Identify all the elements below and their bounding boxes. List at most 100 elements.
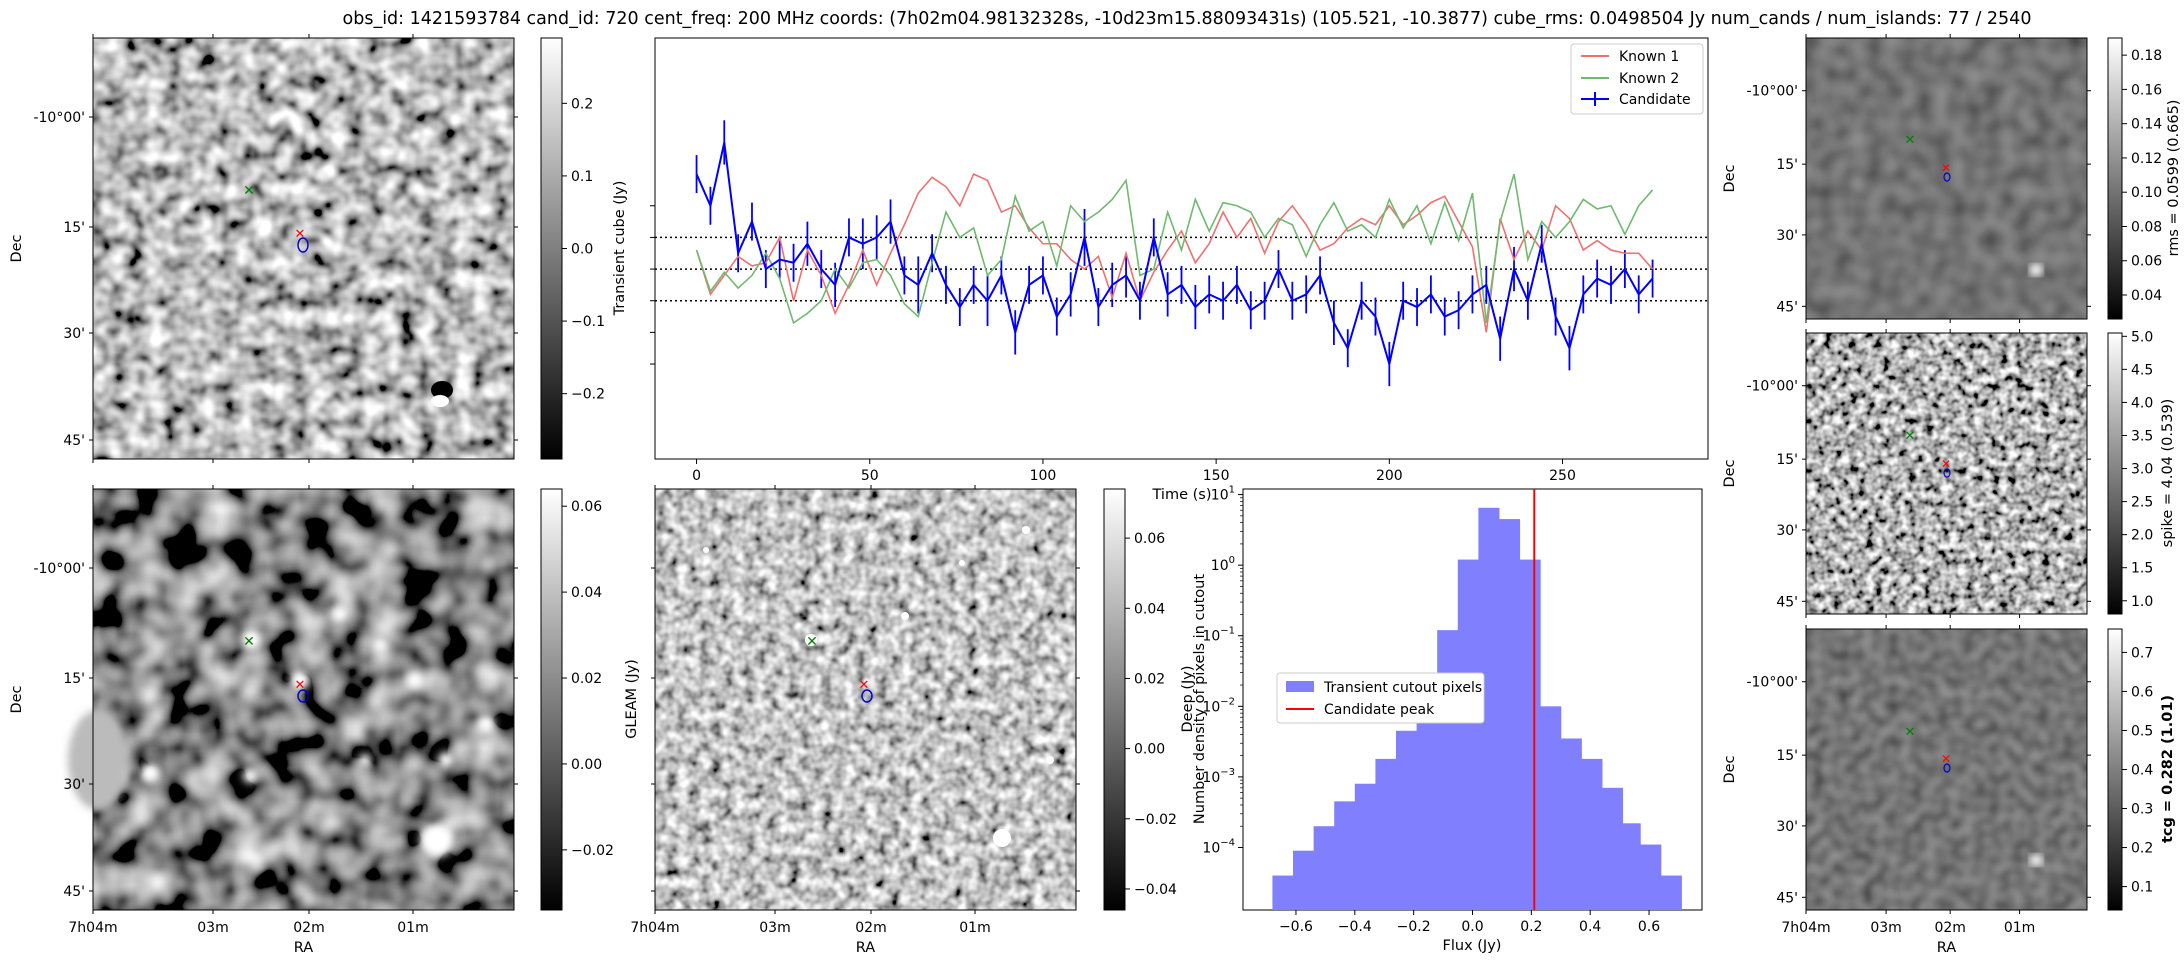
lightcurve-xlabel: Time (s): [1152, 487, 1212, 503]
candidate-contour: [297, 237, 309, 253]
colorbar-tick-label: 0.00: [1134, 742, 1165, 758]
deep-source: [901, 612, 909, 620]
deep-image: [655, 489, 1076, 910]
ra-tick-label: 7h04m: [630, 920, 679, 936]
gleam-panel: ✕ ✕: [68, 488, 515, 911]
known-source-marker: ✕: [806, 634, 818, 650]
colorbar-tick-label: 0.06: [1134, 531, 1165, 547]
candidate-contour: [1943, 468, 1951, 478]
histogram-bar: [1478, 507, 1500, 910]
colorbar-tick-label: 4.0: [2131, 395, 2153, 411]
histogram-bar: [1601, 787, 1624, 910]
colorbar-tick-label: 0.3: [2131, 802, 2153, 818]
rms-colorbar: 0.18 0.16 0.14 0.12 0.10 0.08 0.06 0.04 rms = 0…: [2107, 37, 2182, 320]
lightcurve-legend: Known 1 Known 2 Candidate: [1570, 43, 1704, 115]
gleam-source: [332, 606, 348, 622]
colorbar-tick-label: 0.2: [2131, 841, 2153, 857]
histogram-bar: [1375, 758, 1397, 910]
deep-source: [993, 829, 1011, 847]
candidate-marker: ✕: [295, 227, 306, 242]
transient-colorbar-label: Transient cube (Jy): [612, 181, 628, 317]
colorbar-tick-label: 0.6: [2131, 684, 2153, 700]
colorbar-gradient: [2107, 37, 2123, 320]
colorbar-tick-label: 0.4: [2131, 763, 2153, 779]
spike-colorbar-label: spike = 4.04 (0.539): [2160, 399, 2176, 548]
colorbar-tick-label: 0.14: [2131, 117, 2162, 133]
histogram-bar: [1396, 730, 1418, 910]
histogram-bar: [1519, 559, 1541, 910]
gleam-diffuse-emission: [68, 710, 128, 810]
candidate-contour: [1943, 172, 1951, 182]
legend-label-histogram: Transient cutout pixels: [1323, 680, 1482, 696]
tcg-image: [1806, 629, 2087, 910]
transient-dark-artifact: [431, 381, 453, 399]
legend-swatch-histogram: [1286, 681, 1314, 692]
ra-tick-label: 02m: [293, 920, 324, 936]
colorbar-tick-label: 0.1: [571, 169, 593, 185]
flux-histogram-chart: −0.6 −0.4 −0.2 0.0 0.2 0.4 0.6 10−410−310−210−…: [1192, 485, 1703, 954]
histogram-bar: [1313, 826, 1335, 910]
dec-tick-label: 15': [1776, 157, 1798, 173]
colorbar-tick-label: 1.0: [2131, 594, 2153, 610]
gleam-source: [243, 769, 257, 783]
colorbar-tick-label: 3.5: [2131, 428, 2153, 444]
colorbar-tick-label: 0.12: [2131, 151, 2162, 167]
histogram-bars: [1272, 507, 1682, 910]
colorbar-tick-label: 0.7: [2131, 645, 2153, 661]
ra-tick-label: 02m: [855, 920, 886, 936]
x-tick-label: −0.2: [1397, 919, 1431, 935]
deep-image-frame: [654, 488, 1077, 911]
dec-tick-label: -10°00': [1746, 379, 1798, 395]
colorbar-tick-label: 0.1: [2131, 880, 2153, 896]
candidate-marker: ✕: [1941, 752, 1951, 766]
ra-tick-label: 01m: [959, 920, 990, 936]
ra-tick-label: 01m: [2004, 920, 2035, 936]
colorbar-tick-label: 0.16: [2131, 82, 2162, 98]
tcg-colorbar-label: tcg = 0.282 (1.01): [2160, 695, 2176, 843]
rms-panel: ✕ ✕: [1805, 37, 2088, 320]
deep-bright-sources: [703, 526, 1054, 847]
histogram-bar: [1622, 823, 1641, 910]
lightcurve-series: [695, 142, 1654, 365]
colorbar-tick-label: 5.0: [2131, 329, 2153, 345]
transient-cube-image: [93, 38, 514, 459]
legend-label-candidate: Candidate: [1619, 92, 1691, 108]
known-source-marker: ✕: [243, 183, 255, 199]
colorbar-tick-label: 0.06: [571, 499, 602, 515]
histogram-bar: [1354, 783, 1376, 910]
tcg-colorbar: 0.7 0.6 0.5 0.4 0.3 0.2 0.1 tcg = 0.282 (1.01): [2107, 628, 2176, 911]
deep-colorbar: 0.06 0.04 0.02 0.00 −0.02 −0.04 Deep (Jy): [1103, 488, 1196, 911]
dec-tick-label: 45': [1776, 890, 1798, 906]
ra-tick-label: 7h04m: [68, 920, 117, 936]
histogram-x-ticks: −0.6 −0.4 −0.2 0.0 0.2 0.4 0.6: [1279, 910, 1660, 935]
legend-label-known1: Known 1: [1619, 49, 1679, 65]
known-source-marker: ✕: [243, 634, 255, 650]
gleam-source: [438, 752, 454, 768]
series-line-known-2: [695, 173, 1654, 325]
x-tick-label: 100: [1030, 468, 1057, 484]
colorbar-tick-label: 2.5: [2131, 495, 2153, 511]
dec-tick-label: 15': [1776, 452, 1798, 468]
colorbar-tick-label: 0.04: [1134, 601, 1165, 617]
tcg-image-frame: [1805, 628, 2088, 911]
gleam-colorbar: 0.06 0.04 0.02 0.00 −0.02 GLEAM (Jy): [540, 488, 640, 911]
gleam-source: [373, 638, 387, 652]
dec-tick-label: 45': [63, 884, 85, 900]
legend-box: [1276, 672, 1485, 724]
candidate-marker: ✕: [1941, 457, 1951, 471]
gleam-source: [290, 670, 310, 690]
colorbar-tick-label: −0.02: [1134, 812, 1177, 828]
histogram-bar: [1660, 875, 1682, 910]
colorbar-tick-label: 0.2: [571, 96, 593, 112]
colorbar-gradient: [540, 37, 563, 460]
deep-source: [1046, 756, 1054, 764]
ra-tick-label: 03m: [197, 920, 228, 936]
histogram-legend: Transient cutout pixels Candidate peak: [1276, 672, 1485, 724]
gleam-source: [240, 629, 262, 651]
x-tick-label: 0.4: [1579, 919, 1601, 935]
tcg-panel: ✕ ✕: [1805, 628, 2088, 911]
deep-source: [805, 634, 817, 646]
histogram-bar: [1457, 559, 1479, 910]
rms-bright-blob: [2029, 264, 2043, 276]
